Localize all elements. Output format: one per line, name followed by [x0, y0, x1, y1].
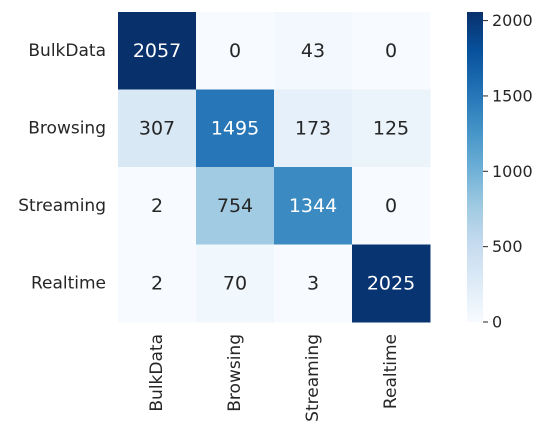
cell-value-label: 2057: [133, 40, 181, 62]
heatmap-cell: [352, 167, 431, 245]
cell-value-label: 0: [385, 195, 397, 217]
column-label: Browsing: [225, 334, 245, 412]
cell-value-label: 2025: [367, 272, 415, 294]
column-label: BulkData: [147, 334, 167, 412]
heatmap-cell: [274, 167, 353, 245]
cell-value-label: 307: [139, 117, 175, 139]
heatmap-cells: [118, 12, 431, 323]
cell-value-label: 43: [301, 40, 325, 62]
colorbar-tick-label: 2000: [492, 11, 533, 30]
heatmap-cell: [196, 12, 275, 90]
heatmap-cell: [274, 89, 353, 168]
heatmap-cell: [118, 167, 197, 245]
row-label: BulkData: [28, 41, 106, 61]
cell-value-label: 173: [295, 117, 331, 139]
cell-value-label: 3: [307, 272, 319, 294]
colorbar-tick-label: 1500: [492, 86, 533, 105]
column-tick-labels: BulkData Browsing Streaming Realtime: [147, 334, 401, 422]
heatmap-cell: [274, 12, 353, 90]
heatmap-cell: [196, 89, 275, 168]
heatmap-cell: [118, 244, 197, 323]
cell-value-label: 1495: [211, 117, 259, 139]
row-label: Streaming: [18, 196, 106, 216]
cell-value-label: 2: [151, 272, 163, 294]
column-label: Realtime: [381, 334, 401, 409]
row-label: Realtime: [31, 273, 106, 293]
colorbar-tick-label: 1000: [492, 162, 533, 181]
row-tick-labels: BulkData Browsing Streaming Realtime: [18, 41, 106, 294]
cell-value-label: 0: [229, 40, 241, 62]
heatmap-cell: [118, 89, 197, 168]
heatmap-cell: [352, 89, 431, 168]
heatmap-cell: [196, 244, 275, 323]
colorbar-tick-label: 500: [492, 237, 523, 256]
heatmap-cell-labels: 2057 0 43 0 307 1495 173 125 2 754 1344 0 2 70 3 2025: [133, 40, 415, 295]
cell-value-label: 2: [151, 195, 163, 217]
cell-value-label: 0: [385, 40, 397, 62]
cell-value-label: 70: [223, 272, 247, 294]
heatmap-cell: [352, 244, 431, 323]
heatmap-cell: [118, 12, 197, 90]
colorbar-tick-label: 0: [492, 313, 502, 332]
column-label: Streaming: [303, 334, 323, 422]
colorbar: 0 500 1000 1500 2000: [467, 11, 533, 332]
cell-value-label: 754: [217, 195, 253, 217]
heatmap-cell: [274, 244, 353, 323]
cell-value-label: 125: [373, 117, 409, 139]
cell-value-label: 1344: [289, 195, 337, 217]
heatmap-cell: [352, 12, 431, 90]
row-label: Browsing: [28, 118, 106, 138]
heatmap-cell: [196, 167, 275, 245]
colorbar-gradient: [467, 12, 483, 322]
